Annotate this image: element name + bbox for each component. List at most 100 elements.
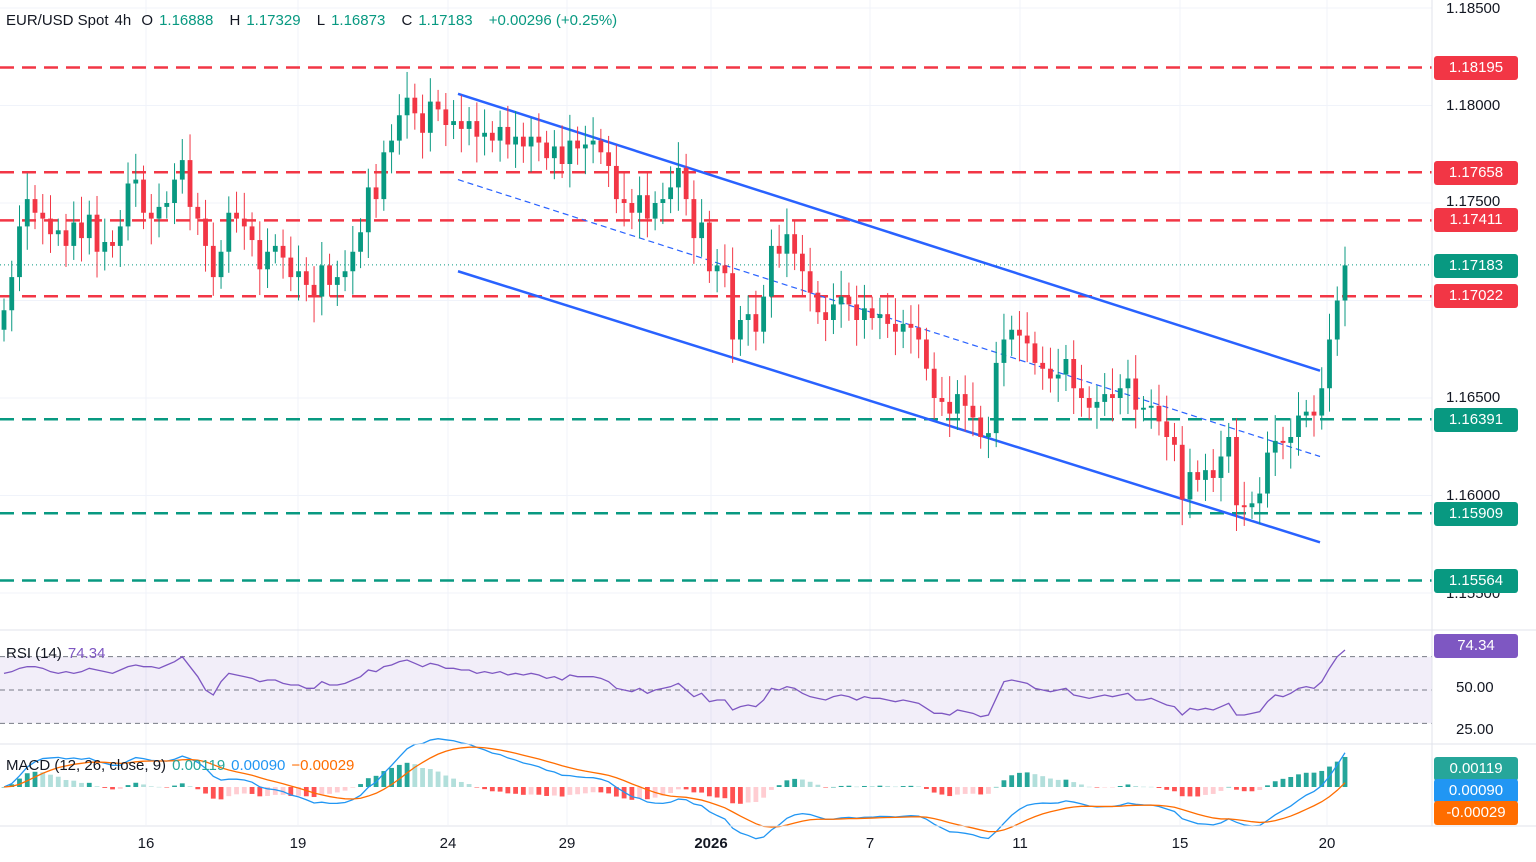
macd-histogram-bar — [218, 787, 224, 800]
macd-histogram-bar — [1319, 770, 1325, 787]
macd-line — [3, 738, 1346, 840]
candle-body — [458, 121, 464, 129]
macd-histogram-bar — [668, 787, 674, 794]
candle-body — [1319, 388, 1325, 416]
macd-histogram-bar — [962, 787, 968, 794]
candle-body — [730, 273, 736, 340]
candle-body — [110, 242, 115, 246]
candle-body — [1133, 378, 1139, 410]
macd-histogram-bar — [1048, 778, 1053, 787]
macd-histogram-bar — [497, 787, 503, 792]
candle-body — [203, 218, 208, 246]
candle-body — [466, 121, 472, 129]
candle-body — [71, 222, 77, 246]
candle-body — [660, 199, 666, 203]
macd-hist-tag: 0.00119 — [1434, 757, 1518, 781]
macd-histogram-bar — [9, 784, 15, 787]
macd-histogram-bar — [629, 787, 635, 800]
macd-histogram-bar — [831, 786, 836, 788]
candle-body — [1, 310, 7, 330]
price-tick: 1.16000 — [1446, 487, 1501, 504]
candle-body — [846, 296, 852, 305]
candle-body — [1040, 362, 1046, 369]
macd-histogram-bar — [768, 787, 774, 790]
candle-body — [691, 199, 697, 239]
macd-histogram-bar — [1249, 787, 1255, 792]
price-tick: 1.16500 — [1446, 389, 1501, 406]
macd-histogram-bar — [1334, 761, 1340, 787]
macd-histogram-bar — [319, 787, 325, 795]
candle-body — [427, 101, 433, 133]
candle-body — [358, 232, 363, 252]
macd-histogram-bar — [683, 787, 689, 790]
macd-histogram-bar — [714, 787, 720, 798]
candle-body — [823, 312, 829, 320]
candle-body — [838, 296, 844, 305]
candle-body — [319, 265, 325, 297]
candle-body — [885, 314, 891, 324]
candle-body — [17, 226, 22, 278]
macd-histogram-bar — [505, 787, 511, 794]
macd-histogram-bar — [1272, 781, 1278, 787]
candle-body — [482, 132, 487, 137]
candle-body — [288, 257, 294, 278]
candle-body — [164, 203, 170, 207]
macd-histogram-bar — [947, 787, 953, 797]
candle-body — [893, 323, 898, 332]
date-tick: 24 — [439, 835, 457, 852]
candle-body — [854, 304, 860, 320]
candle-body — [1055, 374, 1061, 379]
macd-histogram-bar — [48, 774, 53, 787]
macd-histogram-bar — [1094, 787, 1100, 788]
macd-histogram-bar — [854, 786, 860, 788]
candle-body — [784, 234, 790, 254]
macd-histogram-bar — [675, 787, 681, 790]
macd-histogram-bar — [1226, 786, 1232, 788]
candle-body — [117, 226, 123, 246]
candle-body — [978, 417, 984, 437]
candle-body — [908, 323, 914, 328]
level-tag: 1.17022 — [1434, 284, 1518, 308]
candle-body — [1009, 329, 1015, 340]
candle-body — [598, 140, 604, 153]
candle-body — [1249, 503, 1255, 508]
macd-signal-tag: -0.00029 — [1434, 801, 1518, 825]
rsi-tick: 25.00 — [1456, 721, 1494, 738]
macd-line-tag: 0.00090 — [1434, 779, 1518, 803]
macd-histogram-bar — [125, 785, 131, 787]
candle-body — [373, 187, 379, 200]
rsi-tick: 50.00 — [1456, 679, 1494, 696]
candle-body — [1117, 388, 1123, 398]
candle-body — [1296, 415, 1301, 437]
candle-body — [342, 271, 348, 278]
macd-histogram-bar — [404, 762, 410, 787]
macd-histogram-bar — [172, 785, 177, 787]
candle-body — [831, 304, 836, 320]
macd-histogram-bar — [179, 783, 185, 787]
macd-histogram-bar — [877, 785, 883, 787]
macd-histogram-bar — [691, 787, 697, 793]
macd-histogram-bar — [823, 787, 829, 788]
rsi-legend: RSI (14) 74.34 — [6, 645, 111, 662]
candle-body — [1001, 339, 1007, 363]
date-tick: 29 — [558, 835, 576, 852]
level-tag: 1.15564 — [1434, 569, 1518, 593]
channel-upper-line — [457, 92, 1321, 372]
candle-body — [241, 218, 247, 227]
candle-body — [48, 218, 53, 235]
macd-histogram-bar — [1303, 772, 1309, 787]
candle-body — [1032, 343, 1038, 363]
candle-body — [497, 126, 503, 141]
macd-histogram-bar — [1117, 786, 1123, 787]
candle-body — [1210, 470, 1216, 478]
candle-body — [1141, 407, 1146, 410]
candle-body — [544, 142, 550, 159]
candle-body — [210, 245, 216, 278]
macd-histogram-bar — [435, 771, 441, 787]
macd-histogram-bar — [63, 779, 69, 787]
open-label: O — [141, 12, 154, 29]
macd-histogram-bar — [110, 787, 115, 790]
date-tick: 7 — [865, 835, 875, 852]
candle-body — [590, 140, 596, 145]
